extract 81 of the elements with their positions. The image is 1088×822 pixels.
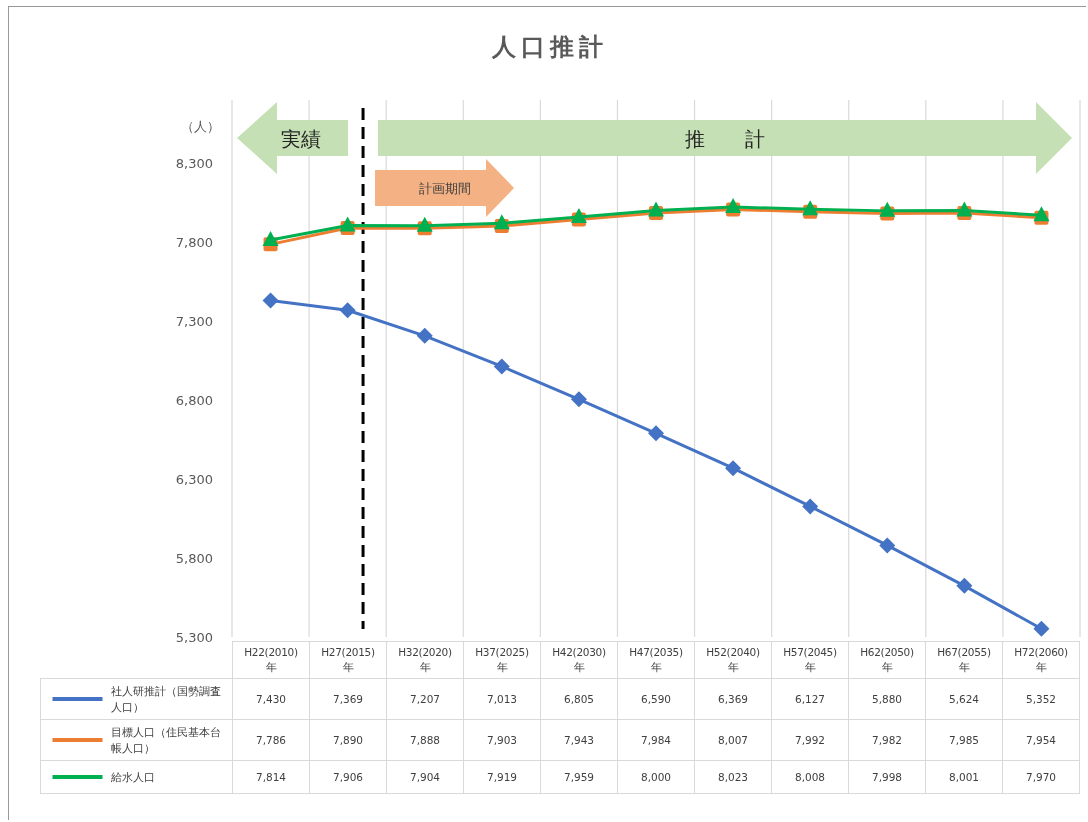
data-label: 5,624 [925,678,1003,720]
point [648,425,664,442]
legend-label: 目標人口（住民基本台帳人口） [110,726,221,755]
data-label: 7,959 [540,760,618,794]
data-label: 8,008 [771,760,849,794]
x-tick-label: H42(2030)年 [540,641,618,679]
x-tick-label: H52(2040)年 [694,641,772,679]
data-label: 7,954 [1002,719,1080,761]
data-label: 7,369 [309,678,387,720]
point [1033,620,1050,637]
data-label: 7,890 [309,719,387,761]
data-label: 7,888 [386,719,464,761]
data-label: 7,985 [925,719,1003,761]
data-label: 7,992 [771,719,849,761]
point [879,201,896,217]
x-tick-label: H37(2025)年 [463,641,541,679]
y-tick-label: 7,800 [175,235,213,251]
y-tick-label: 6,300 [175,472,213,488]
data-label: 6,127 [771,678,849,720]
point [802,498,819,515]
data-label: 8,000 [617,760,695,794]
point [648,201,664,217]
data-label: 7,814 [232,760,310,794]
data-label: 7,919 [463,760,541,794]
data-label: 7,207 [386,678,464,720]
data-label: 8,001 [925,760,1003,794]
data-label: 7,430 [232,678,310,720]
x-tick-label: H72(2060)年 [1002,641,1080,679]
point [339,216,356,232]
data-label: 7,998 [848,760,926,794]
point [956,577,973,594]
data-label: 6,369 [694,678,772,720]
point [339,302,356,319]
data-label: 8,007 [694,719,772,761]
y-tick-label: 5,300 [175,630,213,645]
point [493,358,510,375]
data-label: 7,904 [386,760,464,794]
chart-title: 人口推計 [491,33,608,61]
legend-label: 給水人口 [109,771,155,784]
x-tick-label: H32(2020)年 [386,641,464,679]
point [493,214,510,230]
point [416,216,433,232]
x-tick-label: H27(2015)年 [309,641,387,679]
x-tick-label: H67(2055)年 [925,641,1003,679]
point [879,537,896,554]
data-label: 8,023 [694,760,772,794]
annotation: 推 計 [685,126,765,151]
y-axis-title: （人） [180,119,220,134]
x-tick-label: H62(2050)年 [848,641,926,679]
y-tick-label: 6,800 [175,393,213,409]
data-label: 5,352 [1002,678,1080,720]
point [262,230,279,246]
y-tick-label: 5,800 [175,551,213,567]
data-label: 7,013 [463,678,541,720]
point [570,208,587,224]
data-label: 6,590 [617,678,695,720]
point [956,201,973,217]
point [416,327,433,344]
y-tick-label: 7,300 [175,314,213,330]
annotation: 実績 [280,126,321,151]
x-tick-label: H47(2035)年 [617,641,695,679]
data-label: 7,786 [232,719,310,761]
data-label: 7,943 [540,719,618,761]
y-tick-label: 8,300 [175,156,213,172]
data-label: 5,880 [848,678,926,720]
data-label: 7,906 [309,760,387,794]
data-label: 6,805 [540,678,618,720]
x-tick-label: H57(2045)年 [771,641,849,679]
point [725,460,742,477]
data-label: 7,982 [848,719,926,761]
point [725,197,742,213]
point [570,391,587,408]
annotation: 計画期間 [418,180,471,196]
point [262,292,279,309]
point [1033,206,1050,222]
legend-label: 社人研推計（国勢調査人口） [110,685,221,714]
data-label: 7,903 [463,719,541,761]
data-label: 7,970 [1002,760,1080,794]
x-tick-label: H22(2010)年 [232,641,310,679]
data-label: 7,984 [617,719,695,761]
point [802,200,819,216]
